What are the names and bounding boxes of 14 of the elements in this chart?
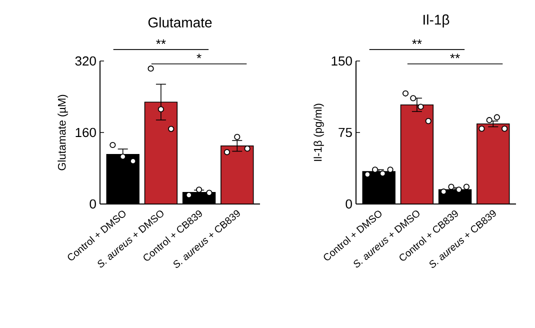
y-tick-label: 160	[76, 128, 96, 138]
chart-title: Il-1β	[424, 14, 450, 28]
chart-title: Glutamate	[148, 17, 212, 28]
y-axis-title: Il-1β (pg/ml)	[314, 104, 324, 161]
y-tick-label: 150	[332, 56, 352, 66]
y-tick-label: 0	[90, 199, 96, 209]
y-axis-title: Glutamate (µM)	[58, 94, 68, 170]
text: *	[196, 54, 202, 58]
text: **	[156, 39, 166, 44]
y-tick-label: 320	[75, 56, 96, 66]
text: **	[450, 54, 460, 58]
y-tick-label: 75	[338, 128, 352, 138]
y-tick-label: 0	[346, 199, 352, 209]
text: **	[412, 39, 422, 44]
